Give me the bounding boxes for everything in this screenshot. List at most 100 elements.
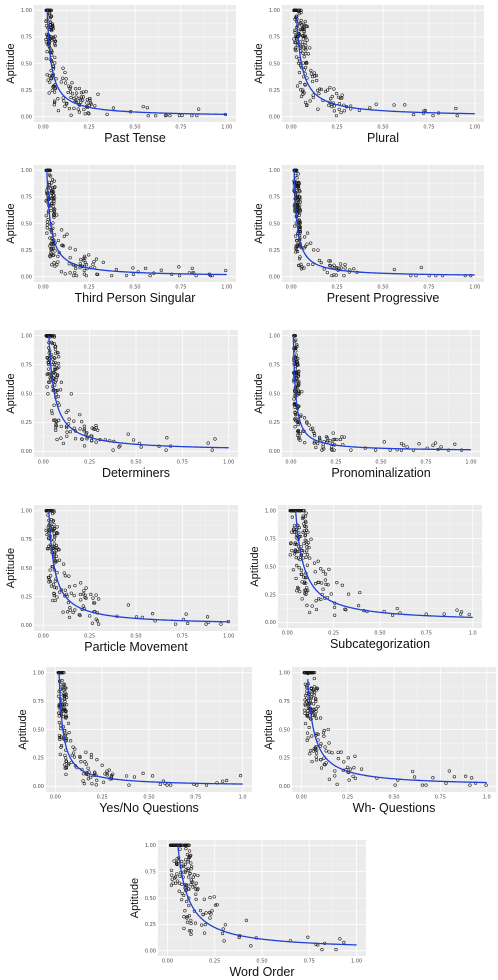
data-point (197, 107, 201, 111)
data-point (311, 671, 315, 675)
data-point (172, 843, 176, 847)
data-point (330, 104, 334, 109)
data-point (221, 779, 225, 783)
data-point (45, 385, 49, 389)
data-point (338, 437, 343, 442)
data-point (55, 595, 59, 599)
data-point (314, 716, 319, 720)
data-point (299, 413, 303, 417)
data-point (46, 575, 51, 579)
data-point (61, 244, 66, 248)
data-point (46, 168, 50, 172)
data-point (81, 779, 85, 783)
data-point (191, 880, 195, 884)
data-point (334, 273, 338, 277)
data-point (71, 751, 76, 755)
x-tick-label: 0.00 (282, 631, 293, 637)
data-point (169, 868, 174, 872)
y-tick-label: 0.00 (269, 449, 280, 455)
data-point (212, 895, 216, 899)
data-point (325, 436, 330, 440)
data-point (299, 94, 304, 99)
data-point (298, 40, 303, 44)
data-point (293, 530, 297, 534)
data-point (75, 91, 79, 95)
data-point (327, 750, 331, 754)
y-tick-label: 0.00 (265, 620, 276, 626)
y-tick-label: 0.75 (21, 35, 32, 41)
y-tick-label: 1.00 (269, 8, 280, 14)
data-point (322, 728, 326, 733)
data-point (105, 112, 109, 116)
data-point (343, 607, 347, 611)
data-point (77, 110, 82, 114)
data-point (52, 593, 56, 598)
data-point (78, 754, 82, 759)
data-point (58, 752, 62, 756)
data-point (302, 542, 306, 546)
x-tick-label: 0.75 (420, 460, 431, 466)
data-point (52, 211, 57, 215)
data-point (327, 259, 331, 263)
data-point (431, 113, 435, 118)
data-point (52, 209, 56, 213)
y-tick-label: 0.50 (269, 61, 280, 67)
data-point (68, 608, 72, 612)
x-tick-label: 1.00 (469, 285, 480, 291)
data-point (330, 273, 334, 278)
data-point (401, 443, 406, 447)
y-tick-label: 0.75 (21, 362, 32, 368)
data-point (299, 10, 303, 15)
y-tick-label: 0.50 (21, 566, 32, 572)
fitted-curve (294, 510, 473, 619)
x-tick-label: 1.00 (223, 460, 234, 466)
data-point (332, 87, 336, 91)
data-point (307, 725, 311, 730)
data-point (57, 418, 61, 422)
data-point (48, 255, 52, 259)
data-point (62, 682, 67, 686)
data-point (79, 598, 83, 602)
data-point (185, 852, 190, 857)
data-point (187, 903, 191, 908)
data-point (180, 882, 184, 887)
data-point (196, 887, 200, 891)
data-point (184, 843, 189, 847)
data-point (299, 27, 303, 32)
data-point (296, 391, 300, 395)
fitted-curve (46, 9, 227, 115)
data-point (54, 428, 58, 432)
data-point (177, 881, 182, 885)
data-point (306, 262, 310, 267)
data-point (411, 113, 416, 117)
data-point (61, 441, 66, 446)
data-point (335, 581, 339, 585)
data-point (185, 883, 189, 887)
data-point (165, 436, 169, 440)
data-point (61, 96, 65, 100)
data-point (78, 592, 83, 597)
data-point (54, 546, 58, 550)
data-point (77, 96, 82, 101)
data-point (54, 378, 58, 382)
data-point (58, 388, 63, 392)
data-point (57, 250, 61, 255)
data-point (73, 437, 78, 441)
data-point (322, 734, 326, 738)
data-point (72, 273, 76, 278)
data-point (332, 605, 337, 610)
data-point (295, 589, 299, 593)
data-point (49, 27, 54, 32)
data-point (81, 95, 85, 99)
data-point (45, 547, 50, 551)
data-point (295, 585, 300, 590)
x-tick-label: 0.75 (190, 795, 201, 801)
x-axis-title: Determiners (102, 466, 170, 480)
data-point (328, 263, 332, 267)
data-point (303, 588, 307, 592)
data-point (53, 100, 57, 105)
data-point (439, 445, 443, 449)
data-point (340, 583, 344, 587)
data-point (143, 266, 148, 271)
data-point (319, 581, 324, 585)
